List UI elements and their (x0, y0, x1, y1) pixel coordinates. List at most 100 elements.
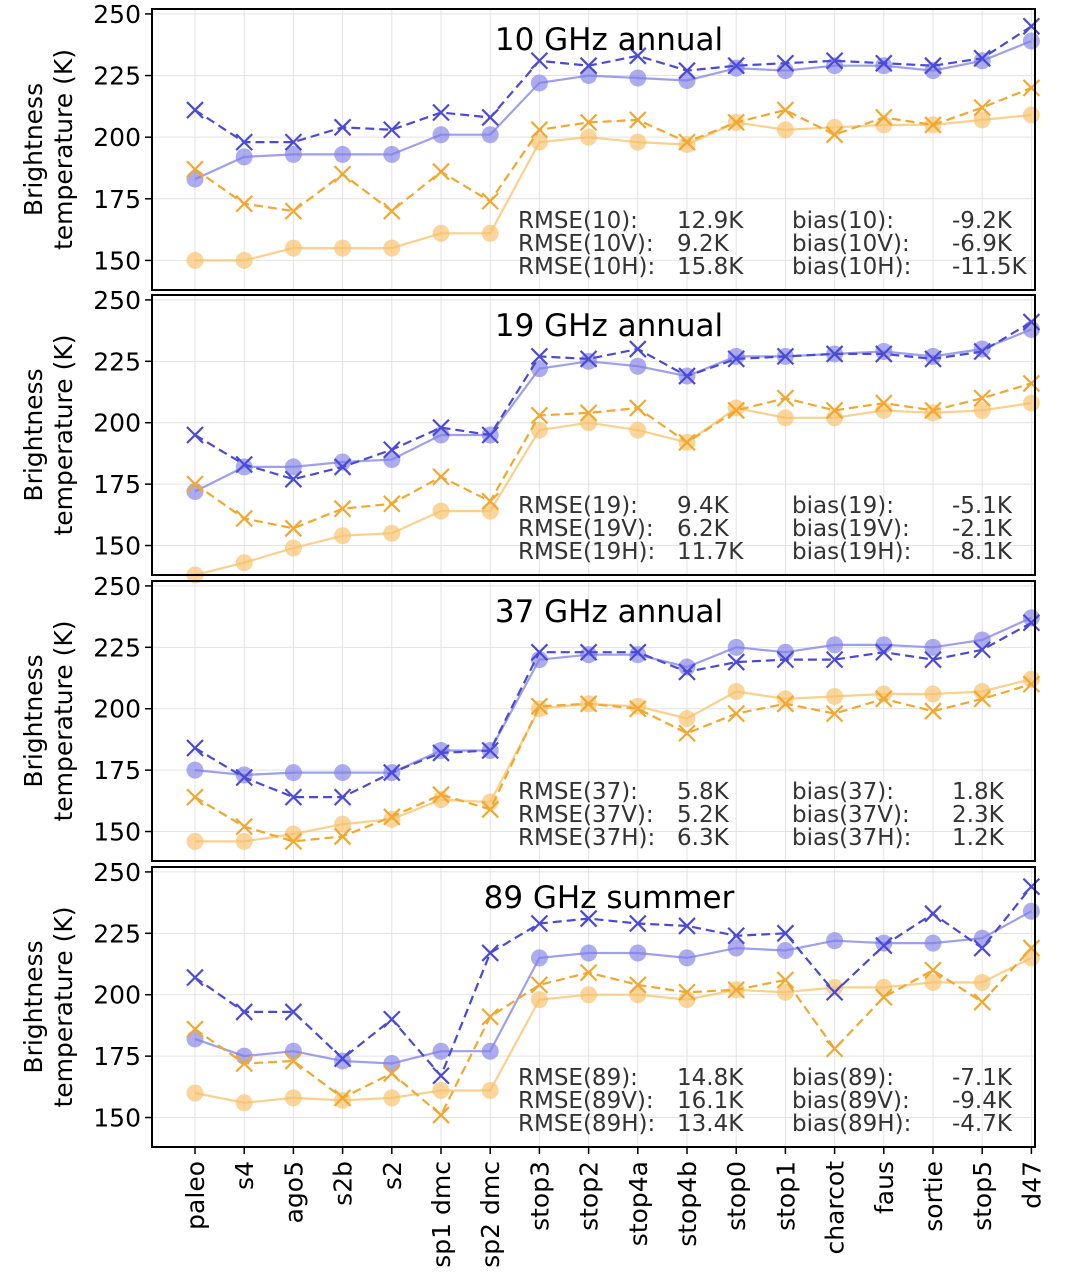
data-point-model-V (678, 949, 696, 967)
data-point-observed-V (432, 1066, 450, 1085)
data-point-model-V (629, 69, 647, 87)
data-point-model-H (186, 1084, 204, 1102)
data-point-model-H (530, 133, 548, 151)
stats-text: bias(10): (792, 208, 894, 234)
data-point-model-H (530, 421, 548, 439)
data-point-observed-H (333, 499, 352, 518)
data-point-observed-H (825, 125, 844, 144)
series-line-observed-H (194, 86, 1032, 213)
stats-text: bias(10V): (792, 231, 910, 257)
data-point-observed-H (530, 121, 549, 139)
data-point-observed-H (579, 963, 598, 982)
data-point-observed-H (284, 519, 303, 538)
axes-frame (151, 580, 1036, 862)
data-point-observed-V (678, 917, 696, 935)
data-point-model-H (826, 978, 844, 996)
data-point-model-H (580, 986, 598, 1004)
data-point-model-V (727, 347, 745, 365)
data-point-observed-V (727, 653, 745, 671)
stats-text: 5.2K (677, 802, 730, 828)
data-point-observed-H (579, 404, 598, 422)
y-tick-label: 250 (93, 858, 141, 887)
data-point-observed-V (924, 350, 942, 368)
data-point-model-V (629, 646, 647, 664)
data-point-observed-V (825, 650, 844, 669)
y-tick-label: 200 (93, 981, 141, 1010)
data-point-observed-V (579, 56, 598, 75)
data-point-observed-V (235, 768, 253, 787)
series-line-observed-V (194, 621, 1032, 799)
y-tick-label: 200 (93, 695, 141, 724)
data-point-observed-H (629, 399, 647, 417)
data-point-model-V (875, 342, 893, 360)
data-point-observed-V (284, 1003, 303, 1021)
x-tick-label: stop0 (722, 1161, 751, 1231)
data-point-observed-H (383, 1064, 401, 1083)
y-tick-label: 200 (93, 123, 141, 152)
data-point-observed-V (579, 350, 598, 368)
data-point-observed-V (924, 904, 942, 923)
data-point-observed-V (530, 914, 549, 933)
data-point-model-H (235, 832, 253, 850)
data-point-observed-V (875, 54, 893, 73)
stats-text: 9.2K (677, 231, 730, 257)
x-tick-label: d47 (1017, 1161, 1046, 1209)
data-point-model-H (383, 1089, 401, 1107)
data-point-observed-H (235, 817, 253, 836)
data-point-model-V (826, 932, 844, 950)
data-point-observed-V (333, 1049, 352, 1068)
data-point-model-V (678, 71, 696, 89)
data-point-observed-V (629, 47, 647, 65)
y-tick-label: 250 (93, 572, 141, 601)
data-point-model-H (580, 128, 598, 146)
data-point-observed-V (629, 340, 647, 358)
data-point-model-V (973, 340, 991, 358)
data-point-observed-H (333, 1089, 352, 1107)
data-point-model-V (481, 126, 499, 144)
stats-text: 5.8K (677, 779, 730, 805)
data-point-model-V (875, 57, 893, 75)
data-point-observed-V (825, 345, 844, 363)
data-point-model-H (629, 133, 647, 151)
stats-text: -9.4K (952, 1088, 1013, 1114)
data-point-observed-H (678, 983, 696, 1002)
data-point-observed-H (1022, 939, 1041, 957)
y-axis-label: temperature (K) (49, 49, 78, 250)
data-point-observed-H (235, 194, 253, 213)
series-line-observed-V (194, 885, 1033, 1078)
panel-1: 150 175 200 225 250 Brightness temperature (K)… (19, 0, 1041, 291)
data-point-model-V (826, 636, 844, 654)
data-point-observed-V (530, 347, 549, 366)
data-point-observed-V (776, 924, 795, 943)
data-point-observed-H (235, 509, 253, 528)
data-point-model-H (432, 1082, 450, 1100)
data-point-observed-H (432, 467, 450, 486)
data-point-observed-V (973, 640, 991, 659)
data-point-model-H (530, 991, 548, 1009)
data-point-model-H (334, 815, 352, 833)
y-axis-label: temperature (K) (49, 621, 78, 822)
y-axis-label: temperature (K) (49, 335, 78, 536)
data-point-observed-H (973, 98, 991, 117)
stats-text: -7.1K (952, 1065, 1013, 1091)
data-point-observed-V (1022, 313, 1041, 331)
data-point-observed-H (875, 108, 893, 127)
data-point-observed-V (973, 939, 991, 957)
data-point-model-V (629, 357, 647, 375)
data-point-observed-H (973, 993, 991, 1011)
data-point-observed-H (186, 475, 204, 493)
data-point-observed-V (776, 54, 795, 73)
y-axis-label: Brightness (19, 940, 48, 1073)
data-point-model-H (776, 983, 794, 1001)
data-point-model-V (284, 458, 302, 476)
data-point-model-H (1022, 106, 1040, 124)
y-tick-label: 175 (93, 756, 141, 785)
data-point-observed-V (924, 56, 942, 75)
y-tick-label: 150 (93, 532, 141, 561)
data-point-observed-V (383, 440, 401, 459)
data-point-observed-H (678, 433, 696, 452)
data-point-model-V (284, 1042, 302, 1060)
stats-text: bias(89V): (792, 1088, 910, 1114)
x-tick-label: sortie (919, 1161, 948, 1232)
stats-text: RMSE(89V): (518, 1088, 654, 1114)
